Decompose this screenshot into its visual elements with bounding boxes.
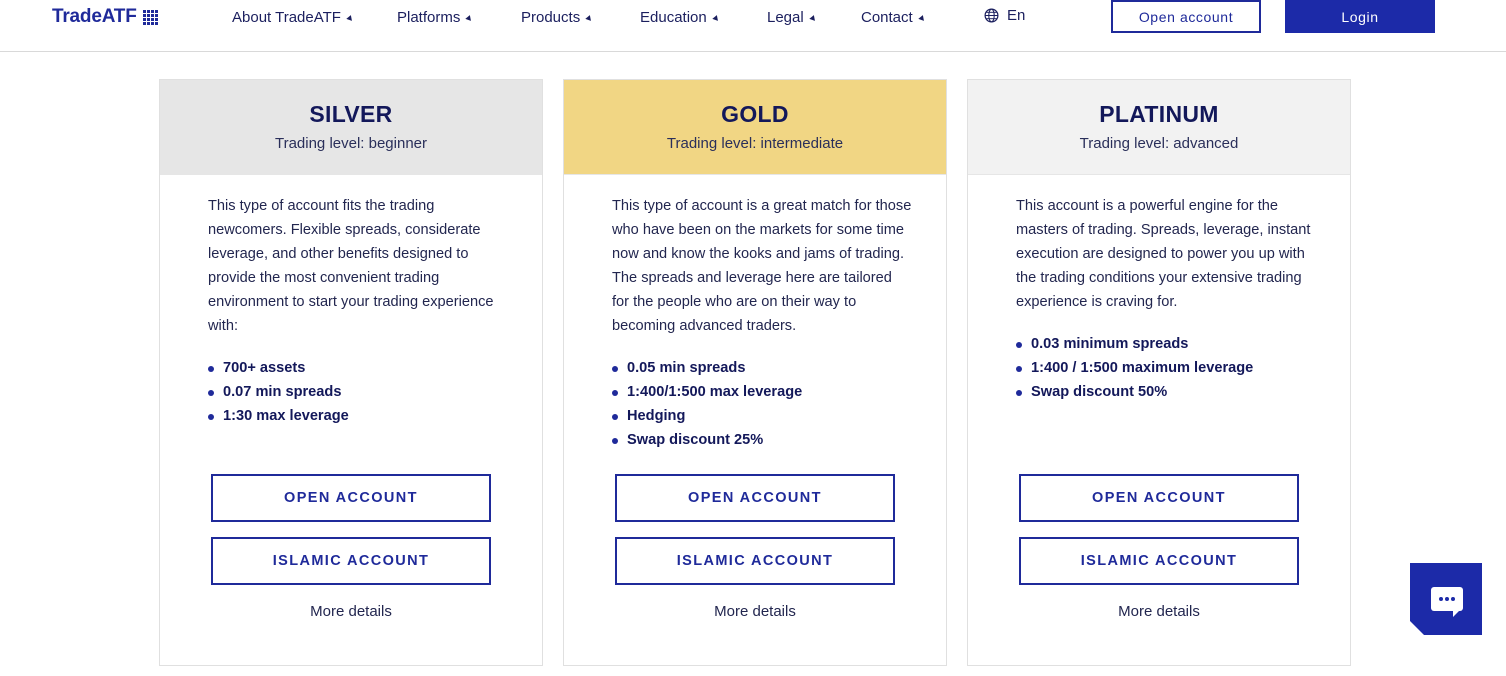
caret-icon	[465, 13, 474, 21]
islamic-account-button[interactable]: ISLAMIC ACCOUNT	[211, 537, 491, 585]
feature-item: 0.03 minimum spreads	[1016, 332, 1253, 356]
feature-item: 1:400 / 1:500 maximum leverage	[1016, 356, 1253, 380]
feature-item: 0.05 min spreads	[612, 356, 802, 380]
caret-icon	[585, 13, 593, 21]
account-card-platinum: PLATINUM Trading level: advanced This ac…	[967, 79, 1351, 666]
globe-icon	[984, 8, 999, 23]
feature-list: 0.03 minimum spreads 1:400 / 1:500 maxim…	[1016, 332, 1253, 404]
card-title: PLATINUM	[1099, 101, 1219, 127]
nav-label: Platforms	[397, 8, 461, 26]
account-card-gold: GOLD Trading level: intermediate This ty…	[563, 79, 947, 666]
card-subtitle: Trading level: intermediate	[666, 135, 844, 152]
feature-item: 1:30 max leverage	[208, 404, 349, 428]
more-details-link[interactable]: More details	[1118, 603, 1200, 620]
feature-item: 1:400/1:500 max leverage	[612, 380, 802, 404]
open-account-card-button[interactable]: OPEN ACCOUNT	[211, 474, 491, 522]
nav-item-about[interactable]: About TradeATF	[232, 8, 354, 26]
feature-list: 0.05 min spreads 1:400/1:500 max leverag…	[612, 356, 802, 452]
language-label: En	[1007, 7, 1026, 24]
islamic-account-button[interactable]: ISLAMIC ACCOUNT	[1019, 537, 1299, 585]
card-description: This type of account is a great match fo…	[612, 198, 912, 334]
card-description: This type of account fits the trading ne…	[208, 198, 494, 334]
nav-item-platforms[interactable]: Platforms	[397, 8, 474, 26]
logo[interactable]: TradeATF	[52, 6, 159, 28]
nav-label: About TradeATF	[232, 8, 341, 26]
language-selector[interactable]: En	[984, 7, 1025, 24]
feature-item: 0.07 min spreads	[208, 380, 349, 404]
caret-icon	[346, 13, 354, 21]
card-header: GOLD Trading level: intermediate	[564, 80, 946, 175]
feature-item: Swap discount 25%	[612, 428, 802, 452]
site-header: TradeATF About TradeATF Platforms Produc…	[0, 0, 1506, 52]
account-card-silver: SILVER Trading level: beginner This type…	[159, 79, 543, 666]
chat-widget-button[interactable]	[1410, 563, 1482, 635]
nav-item-legal[interactable]: Legal	[767, 8, 817, 26]
more-details-link[interactable]: More details	[714, 603, 796, 620]
open-account-card-button[interactable]: OPEN ACCOUNT	[1019, 474, 1299, 522]
card-subtitle: Trading level: advanced	[1079, 135, 1239, 152]
feature-item: Swap discount 50%	[1016, 380, 1253, 404]
nav-item-education[interactable]: Education	[640, 8, 720, 26]
caret-icon	[809, 13, 817, 21]
login-button[interactable]: Login	[1285, 0, 1435, 33]
card-header: SILVER Trading level: beginner	[160, 80, 542, 175]
nav-item-contact[interactable]: Contact	[861, 8, 926, 26]
open-account-button[interactable]: Open account	[1111, 0, 1261, 33]
nav-label: Legal	[767, 8, 804, 26]
card-title: GOLD	[721, 101, 789, 127]
caret-icon	[918, 13, 926, 21]
chat-bubble-icon	[1431, 587, 1463, 617]
card-title: SILVER	[309, 101, 393, 127]
logo-text: TradeATF	[52, 6, 137, 27]
more-details-link[interactable]: More details	[310, 603, 392, 620]
nav-label: Contact	[861, 8, 913, 26]
islamic-account-button[interactable]: ISLAMIC ACCOUNT	[615, 537, 895, 585]
open-account-card-button[interactable]: OPEN ACCOUNT	[615, 474, 895, 522]
nav-label: Products	[521, 8, 581, 26]
nav-item-products[interactable]: Products	[521, 8, 593, 26]
feature-list: 700+ assets 0.07 min spreads 1:30 max le…	[208, 356, 349, 428]
card-description: This account is a powerful engine for th…	[1016, 198, 1311, 310]
card-header: PLATINUM Trading level: advanced	[968, 80, 1350, 175]
card-subtitle: Trading level: beginner	[274, 135, 428, 152]
caret-icon	[712, 13, 720, 21]
feature-item: Hedging	[612, 404, 802, 428]
logo-grid-icon	[142, 9, 159, 26]
nav-label: Education	[640, 8, 707, 26]
feature-item: 700+ assets	[208, 356, 349, 380]
